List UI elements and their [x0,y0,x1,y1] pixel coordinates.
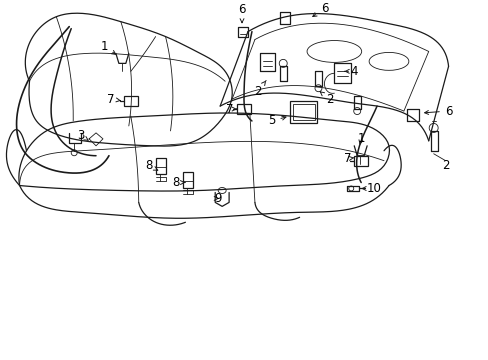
Bar [289,101,317,123]
Text: 7: 7 [107,93,120,105]
Text: 2: 2 [320,92,332,105]
Text: 8: 8 [144,159,158,172]
Text: 6: 6 [424,104,451,118]
Text: 3: 3 [77,129,88,142]
Text: 2: 2 [441,159,448,172]
Bar [155,158,165,174]
Text: 6: 6 [238,3,245,23]
Text: 5: 5 [267,114,285,127]
Text: 2: 2 [254,81,265,98]
Bar [237,104,250,114]
Text: 1: 1 [100,40,116,54]
Text: 9: 9 [214,192,222,205]
Bar [353,156,367,166]
Text: 7: 7 [343,152,353,165]
Text: 6: 6 [312,2,327,17]
Text: 10: 10 [362,182,381,195]
Text: 1: 1 [357,132,364,145]
Text: 7: 7 [226,103,236,116]
Text: 8: 8 [171,176,184,189]
Bar [183,172,193,188]
Bar [292,104,314,120]
Bar [123,96,138,106]
Text: 4: 4 [344,65,357,78]
